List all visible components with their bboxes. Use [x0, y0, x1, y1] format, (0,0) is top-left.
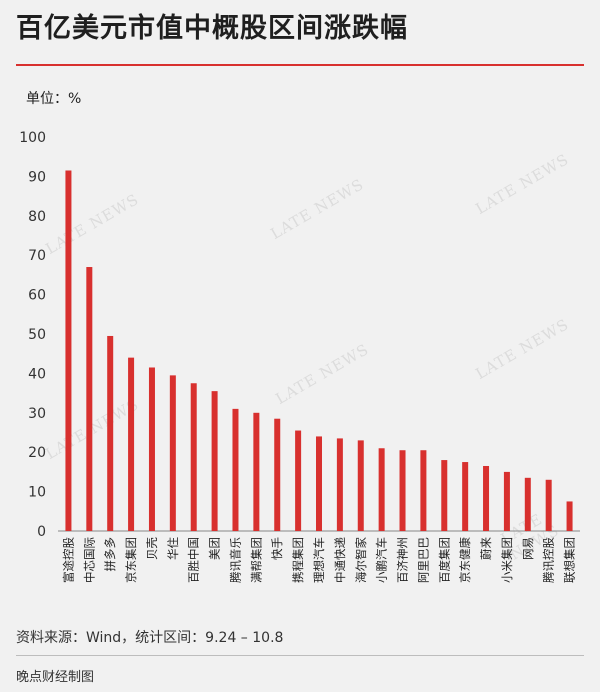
y-tick-label: 60: [28, 288, 46, 304]
bar: [107, 335, 114, 531]
bar: [524, 477, 531, 531]
x-tick-label: 满帮集团: [249, 537, 263, 583]
bar: [483, 465, 490, 531]
x-tick-label: 华住: [166, 537, 180, 560]
bar: [148, 367, 155, 531]
x-tick-label: 网易: [521, 537, 535, 560]
y-tick-label: 20: [28, 445, 46, 461]
y-tick-label: 10: [28, 485, 46, 501]
bar: [441, 460, 448, 531]
bar: [545, 479, 552, 531]
bar: [295, 430, 302, 531]
x-tick-label: 海尔智家: [354, 537, 368, 583]
y-tick-label: 100: [19, 130, 46, 146]
x-axis: 富途控股 中芯国际 拼多多 京东集团 贝壳 华住 百胜中国 美团 腾讯音乐 满帮集团 快手 携程集团理…: [61, 537, 576, 583]
x-tick-label: 小鹏汽车: [375, 537, 389, 583]
x-tick-label: 百胜中国: [187, 537, 201, 583]
y-tick-label: 0: [37, 524, 46, 540]
bar: [462, 462, 469, 531]
bar: [378, 448, 385, 531]
x-tick-label: 中通快递: [333, 537, 347, 583]
x-tick-label: 美团: [208, 537, 222, 560]
source-note: 资料来源：Wind，统计区间：9.24 – 10.8: [16, 630, 284, 646]
bar: [169, 375, 176, 531]
credit-note: 晚点财经制图: [16, 670, 95, 685]
bar: [211, 391, 218, 531]
bars: [65, 170, 573, 532]
chart-title: 百亿美元市值中概股区间涨跌幅: [16, 13, 408, 44]
x-tick-label: 腾讯控股: [542, 537, 556, 583]
x-tick-label: 京东集团: [124, 537, 138, 583]
bar: [232, 408, 239, 531]
unit-label: 单位：%: [26, 91, 82, 107]
x-tick-label: 贝壳: [145, 537, 159, 560]
bar-chart: 0 10 20 30 40 50 60 70 80 90 100 富途控股 中芯国际 拼多多 京东集团 贝壳…: [19, 130, 580, 583]
bar: [128, 357, 135, 531]
x-tick-label: 理想汽车: [312, 537, 326, 583]
bar: [65, 170, 72, 532]
y-tick-label: 30: [28, 406, 46, 422]
bar: [253, 412, 260, 531]
x-tick-label: 京东健康: [458, 537, 472, 583]
x-tick-label: 快手: [270, 537, 284, 560]
y-tick-label: 80: [28, 209, 46, 225]
bar: [566, 501, 573, 531]
bar: [336, 438, 343, 531]
title-rule: [16, 64, 584, 66]
x-tick-label: 百济神州: [396, 537, 410, 583]
x-tick-label: 联想集团: [563, 537, 577, 583]
y-tick-label: 70: [28, 248, 46, 264]
x-tick-label: 携程集团: [291, 537, 305, 583]
x-tick-label: 小米集团: [500, 537, 514, 583]
bar: [420, 450, 427, 531]
x-tick-label: 百度集团: [437, 537, 451, 583]
y-tick-label: 90: [28, 169, 46, 185]
x-tick-label: 蔚来: [479, 537, 493, 560]
bar: [190, 383, 197, 531]
bar: [274, 418, 281, 531]
x-tick-label: 中芯国际: [82, 537, 96, 583]
bar: [399, 450, 406, 531]
bar: [316, 436, 322, 531]
x-tick-label: 腾讯音乐: [228, 537, 242, 583]
x-tick-label: 阿里巴巴: [416, 537, 430, 583]
y-tick-label: 50: [28, 327, 46, 343]
footer-divider: [16, 655, 584, 656]
x-tick-label: 拼多多: [103, 537, 117, 572]
bar: [503, 471, 510, 531]
bar: [86, 267, 93, 531]
x-tick-label: 富途控股: [61, 537, 75, 583]
bar: [357, 440, 364, 531]
y-tick-label: 40: [28, 366, 46, 382]
